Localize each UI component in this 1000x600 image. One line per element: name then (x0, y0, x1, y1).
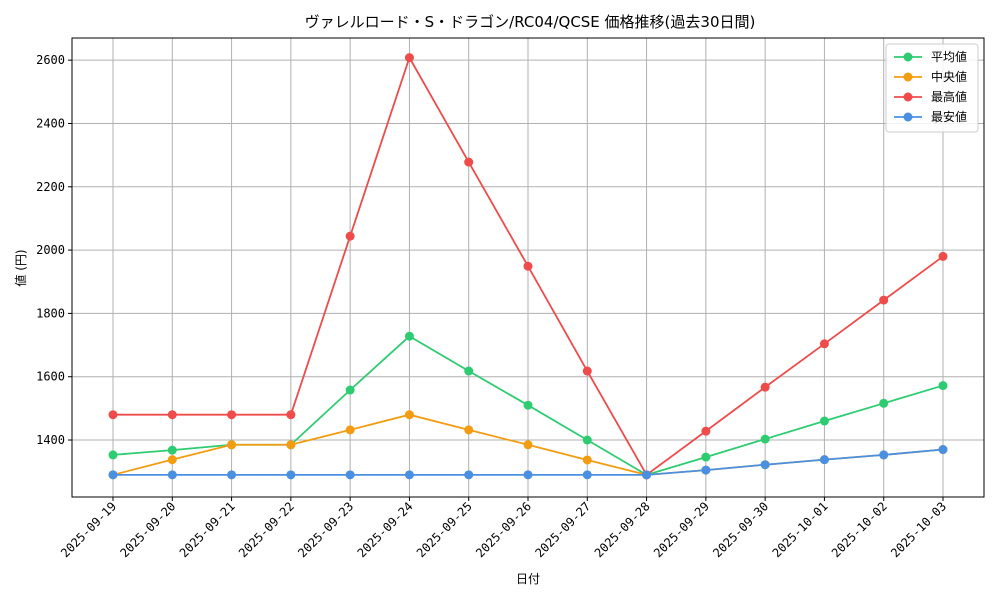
series-layer (108, 53, 948, 480)
legend-swatch-marker (903, 52, 913, 62)
x-tick-label: 2025-10-01 (770, 499, 831, 560)
data-point (345, 470, 355, 480)
data-point (167, 445, 177, 455)
x-axis-label: 日付 (516, 572, 540, 586)
data-point (760, 382, 770, 392)
data-point (523, 440, 533, 450)
legend-item: 最高値 (894, 89, 967, 104)
data-point (108, 470, 118, 480)
y-tick-label: 1600 (36, 370, 65, 384)
data-point (227, 440, 237, 450)
x-tick-label: 2025-09-29 (651, 499, 712, 560)
data-point (938, 445, 948, 455)
y-tick-label: 2200 (36, 180, 65, 194)
data-point (286, 410, 296, 420)
x-tick-label: 2025-09-21 (177, 499, 238, 560)
x-tick-label: 2025-10-03 (888, 499, 949, 560)
data-point (582, 366, 592, 376)
data-point (819, 416, 829, 426)
x-tick-label: 2025-09-30 (710, 499, 771, 560)
x-tick-label: 2025-09-24 (355, 499, 416, 560)
x-tick-label: 2025-09-25 (414, 499, 475, 560)
data-point (760, 460, 770, 470)
y-tick-label: 2400 (36, 116, 65, 130)
x-tick-label: 2025-09-20 (117, 499, 178, 560)
data-point (108, 450, 118, 460)
legend-item: 中央値 (894, 69, 967, 84)
data-point (879, 450, 889, 460)
data-point (345, 231, 355, 241)
data-point (582, 470, 592, 480)
y-tick-label: 1800 (36, 306, 65, 320)
data-point (404, 470, 414, 480)
data-point (701, 465, 711, 475)
x-tick-label: 2025-10-02 (829, 499, 890, 560)
legend-box (885, 43, 979, 133)
series-3 (108, 53, 948, 480)
legend-item: 最安値 (894, 109, 967, 124)
x-tick-label: 2025-09-23 (295, 499, 356, 560)
data-point (464, 425, 474, 435)
legend-item: 平均値 (894, 49, 967, 64)
x-axis-ticks: 2025-09-192025-09-202025-09-212025-09-22… (58, 497, 949, 560)
data-point (167, 410, 177, 420)
data-point (642, 470, 652, 480)
data-point (404, 410, 414, 420)
data-point (582, 435, 592, 445)
y-axis-ticks: 1400 1600 1800 2000 2200 2400 2600 (36, 53, 72, 447)
x-tick-label: 2025-09-19 (58, 499, 119, 560)
data-point (701, 426, 711, 436)
data-point (523, 261, 533, 271)
data-point (345, 385, 355, 395)
data-point (464, 366, 474, 376)
data-point (404, 53, 414, 63)
legend-label: 最安値 (931, 109, 967, 124)
legend-swatch-marker (903, 112, 913, 122)
x-tick-label: 2025-09-26 (473, 499, 534, 560)
legend-label: 平均値 (931, 49, 967, 64)
data-point (167, 470, 177, 480)
data-point (819, 339, 829, 349)
data-point (286, 440, 296, 450)
data-point (879, 295, 889, 305)
data-point (938, 381, 948, 391)
data-point (167, 455, 177, 465)
x-tick-label: 2025-09-27 (532, 499, 593, 560)
y-axis-label: 値 (円) (13, 249, 28, 286)
data-point (286, 470, 296, 480)
data-point (582, 455, 592, 465)
x-tick-label: 2025-09-22 (236, 499, 297, 560)
data-point (819, 455, 829, 465)
chart-title: ヴァレルロード・S・ドラゴン/RC04/QCSE 価格推移(過去30日間) (305, 13, 756, 31)
data-point (701, 452, 711, 462)
y-tick-label: 2000 (36, 243, 65, 257)
data-point (404, 331, 414, 341)
data-point (108, 410, 118, 420)
legend-swatch-marker (903, 92, 913, 102)
y-tick-label: 1400 (36, 433, 65, 447)
data-point (464, 157, 474, 167)
data-point (760, 434, 770, 444)
legend-label: 最高値 (931, 89, 967, 104)
y-tick-label: 2600 (36, 53, 65, 67)
legend-swatch-marker (903, 72, 913, 82)
legend-label: 中央値 (931, 69, 967, 84)
data-point (345, 425, 355, 435)
data-point (938, 251, 948, 261)
data-point (523, 400, 533, 410)
series-4 (108, 445, 948, 480)
data-point (523, 470, 533, 480)
grid-lines (72, 38, 984, 497)
data-point (227, 410, 237, 420)
data-point (227, 470, 237, 480)
data-point (464, 470, 474, 480)
x-tick-label: 2025-09-28 (592, 499, 653, 560)
data-point (879, 398, 889, 408)
